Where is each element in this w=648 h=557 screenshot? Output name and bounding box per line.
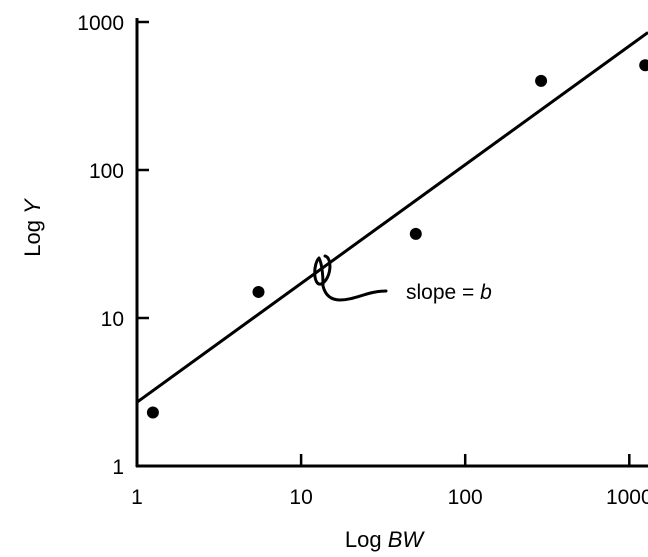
- data-point: [535, 74, 548, 87]
- y-tick-label: 1: [112, 456, 124, 479]
- x-axis-title-var: BW: [388, 527, 426, 552]
- data-point: [409, 227, 422, 240]
- axes: [135, 18, 648, 468]
- y-axis-title: Log Y: [20, 198, 45, 257]
- x-axis-title: Log BW: [345, 527, 426, 552]
- y-axis-title-var: Y: [20, 198, 45, 214]
- slope-loop-callout: [313, 254, 388, 302]
- x-tick-label: 1: [131, 486, 143, 509]
- regression-line: [136, 31, 648, 404]
- slope-annotation: slope = b: [406, 281, 492, 304]
- y-tick-label: 10: [101, 308, 124, 331]
- y-axis-title-prefix: Log: [20, 214, 45, 257]
- axis-ticks: 1 10 100 1000 1 10 100 1000: [77, 12, 648, 509]
- x-axis-title-prefix: Log: [345, 527, 388, 552]
- data-point: [639, 59, 648, 72]
- y-tick-label: 1000: [77, 12, 124, 35]
- data-point: [146, 406, 159, 419]
- slope-annotation-prefix: slope =: [406, 281, 480, 304]
- x-tick-label: 1000: [606, 486, 648, 509]
- data-point: [252, 285, 265, 298]
- y-tick-label: 100: [89, 160, 124, 183]
- fit-line-group: [136, 31, 648, 404]
- slope-annotation-var: b: [480, 281, 492, 304]
- x-tick-label: 100: [448, 486, 483, 509]
- data-points: [146, 59, 648, 419]
- slope-annotation-group: slope = b: [313, 254, 492, 304]
- x-tick-label: 10: [289, 486, 312, 509]
